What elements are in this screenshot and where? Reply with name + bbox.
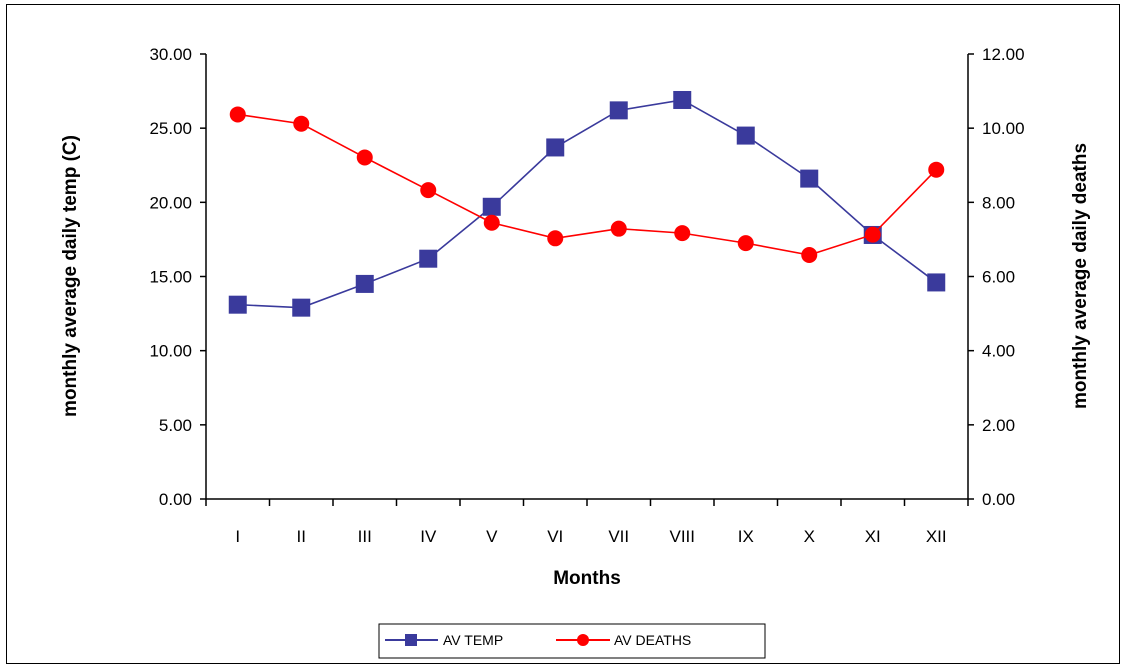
y-tick-label-left: 5.00 [159, 416, 192, 435]
axes: 0.00 5.00 10.00 15.00 20.00 25.00 30.00 0.00 2.0… [149, 45, 1024, 546]
data-point-av-temp [673, 90, 692, 109]
y-tick-label-right: 12.00 [982, 45, 1025, 64]
series-line-av-deaths [237, 113, 937, 256]
legend-marker-av-temp [405, 634, 417, 646]
y-tick-label-left: 20.00 [149, 193, 192, 212]
chart-frame [6, 4, 1120, 664]
x-tick-label: III [358, 527, 372, 546]
data-point-av-deaths [483, 214, 500, 231]
data-point-av-temp [927, 273, 946, 292]
data-point-av-temp [228, 295, 247, 314]
data-point-av-temp [419, 249, 438, 268]
y-tick-label-right: 4.00 [982, 342, 1015, 361]
x-tick-label: VII [608, 527, 629, 546]
series-layer [228, 90, 946, 317]
y-tick-label-left: 10.00 [149, 342, 192, 361]
y-tick-label-left: 15.00 [149, 268, 192, 287]
x-tick-label: VIII [669, 527, 695, 546]
x-tick-label: II [297, 527, 306, 546]
series-line-av-temp [237, 99, 937, 309]
data-point-av-deaths [801, 246, 818, 263]
legend-label-av-temp: AV TEMP [443, 632, 503, 648]
data-point-av-temp [546, 138, 565, 157]
data-point-av-deaths [737, 235, 754, 252]
data-point-av-deaths [420, 182, 437, 199]
y-tick-label-left: 25.00 [149, 119, 192, 138]
x-tick-label: V [486, 527, 498, 546]
data-point-av-temp [355, 274, 374, 293]
data-point-av-temp [292, 298, 311, 317]
x-tick-label: VI [547, 527, 563, 546]
legend-label-av-deaths: AV DEATHS [614, 632, 691, 648]
data-point-av-deaths [864, 226, 881, 243]
y-axis-title-right: monthly average daily deaths [1070, 143, 1091, 409]
y-axis-title-left: monthly average daily temp (C) [60, 135, 81, 417]
x-tick-label: IV [420, 527, 437, 546]
data-point-av-temp [736, 126, 755, 145]
y-tick-label-left: 0.00 [159, 490, 192, 509]
data-point-av-deaths [293, 115, 310, 132]
y-tick-label-right: 10.00 [982, 119, 1025, 138]
data-point-av-deaths [610, 220, 627, 237]
y-tick-label-right: 8.00 [982, 193, 1015, 212]
x-tick-label: X [804, 527, 815, 546]
data-point-av-deaths [229, 106, 246, 123]
data-point-av-temp [482, 197, 501, 216]
data-point-av-deaths [356, 149, 373, 166]
legend: AV TEMP AV DEATHS [378, 623, 766, 659]
y-tick-label-right: 0.00 [982, 490, 1015, 509]
y-tick-label-right: 2.00 [982, 416, 1015, 435]
x-tick-label: XI [865, 527, 881, 546]
data-point-av-temp [609, 101, 628, 120]
data-point-av-deaths [547, 230, 564, 247]
data-point-av-deaths [928, 161, 945, 178]
x-tick-label: I [235, 527, 240, 546]
data-point-av-temp [800, 169, 819, 188]
y-tick-label-right: 6.00 [982, 268, 1015, 287]
legend-marker-av-deaths [577, 634, 589, 646]
data-point-av-deaths [674, 225, 691, 242]
y-tick-label-left: 30.00 [149, 45, 192, 64]
x-axis-title: Months [553, 568, 621, 589]
x-tick-label: IX [738, 527, 754, 546]
x-tick-label: XII [926, 527, 947, 546]
